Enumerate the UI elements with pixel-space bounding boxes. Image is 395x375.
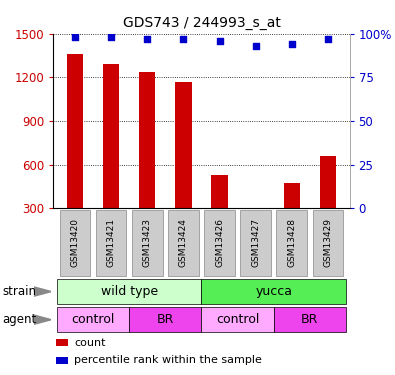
Bar (276, 210, 307, 276)
Text: control: control (71, 313, 115, 326)
Polygon shape (34, 315, 51, 324)
Bar (129, 307, 201, 332)
Text: GSM13429: GSM13429 (324, 218, 333, 267)
Bar (204, 210, 235, 276)
Point (252, 43, 259, 49)
Text: GSM13424: GSM13424 (179, 218, 188, 267)
Bar (67, 54, 83, 252)
Bar (56, 339, 68, 346)
Bar (284, 183, 300, 252)
Bar (57, 307, 129, 332)
Bar (175, 82, 192, 252)
Point (180, 36, 186, 42)
Text: GSM13426: GSM13426 (215, 218, 224, 267)
Text: GSM13427: GSM13427 (251, 218, 260, 267)
Bar (139, 72, 155, 252)
Bar (211, 175, 228, 252)
Text: GSM13421: GSM13421 (107, 218, 116, 267)
Polygon shape (34, 287, 51, 296)
Text: GSM13428: GSM13428 (287, 218, 296, 267)
Text: count: count (74, 338, 105, 348)
Bar (96, 210, 126, 276)
Bar (56, 357, 68, 364)
Bar (60, 210, 90, 276)
Text: BR: BR (301, 313, 318, 326)
Text: wild type: wild type (101, 285, 158, 298)
Bar (320, 156, 336, 252)
Text: GSM13423: GSM13423 (143, 218, 152, 267)
Bar (168, 210, 199, 276)
Bar (132, 210, 163, 276)
Text: GSM13420: GSM13420 (70, 218, 79, 267)
Bar (312, 210, 343, 276)
Text: percentile rank within the sample: percentile rank within the sample (74, 356, 262, 366)
Point (289, 41, 295, 47)
Text: yucca: yucca (255, 285, 292, 298)
Bar (103, 64, 119, 252)
Text: BR: BR (157, 313, 174, 326)
Bar (240, 210, 271, 276)
Bar (201, 279, 346, 304)
Bar (248, 213, 264, 252)
Text: agent: agent (2, 313, 36, 326)
Bar (274, 307, 346, 332)
Point (144, 36, 150, 42)
Point (325, 36, 331, 42)
Title: GDS743 / 244993_s_at: GDS743 / 244993_s_at (122, 16, 280, 30)
Point (72, 34, 78, 40)
Bar (57, 279, 201, 304)
Point (108, 34, 114, 40)
Text: strain: strain (2, 285, 36, 298)
Text: control: control (216, 313, 259, 326)
Bar (201, 307, 274, 332)
Point (216, 38, 223, 44)
